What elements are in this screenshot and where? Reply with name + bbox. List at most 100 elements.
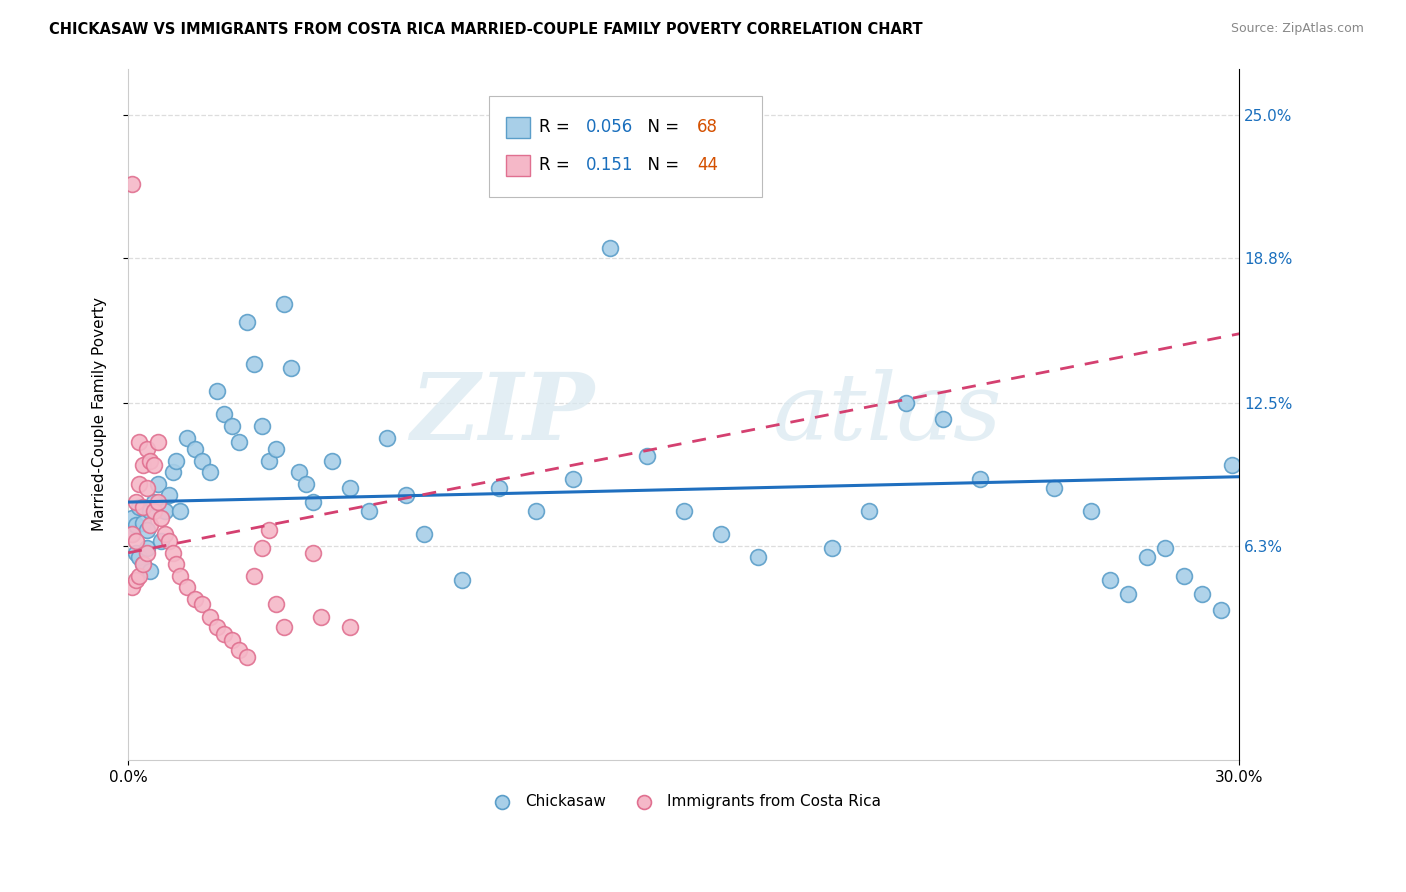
Point <box>636 449 658 463</box>
Point <box>139 518 162 533</box>
Text: 44: 44 <box>697 156 718 174</box>
Point <box>165 453 187 467</box>
Point <box>1220 458 1243 473</box>
Point <box>413 527 436 541</box>
Point <box>198 465 221 479</box>
Point <box>124 574 146 588</box>
Point <box>146 435 169 450</box>
Point <box>295 476 318 491</box>
Point <box>153 527 176 541</box>
Point <box>321 453 343 467</box>
Text: 68: 68 <box>697 119 718 136</box>
Point <box>1154 541 1177 556</box>
Point <box>221 633 243 648</box>
Point <box>184 591 207 606</box>
Point <box>132 458 155 473</box>
Point <box>128 550 150 565</box>
Point <box>228 435 250 450</box>
Point <box>672 504 695 518</box>
Point <box>135 442 157 456</box>
Point <box>821 541 844 556</box>
Bar <box>506 155 530 176</box>
Point <box>214 408 236 422</box>
Point <box>1098 574 1121 588</box>
Text: Source: ZipAtlas.com: Source: ZipAtlas.com <box>1230 22 1364 36</box>
Point <box>257 453 280 467</box>
Text: 0.151: 0.151 <box>586 156 634 174</box>
Point <box>128 500 150 514</box>
Point <box>280 361 302 376</box>
Point <box>235 315 257 329</box>
Point <box>1209 603 1232 617</box>
Point <box>339 619 361 633</box>
Point <box>121 527 143 541</box>
Point <box>273 619 295 633</box>
Point <box>250 541 273 556</box>
Point <box>488 481 510 495</box>
Point <box>139 453 162 467</box>
Point <box>143 458 166 473</box>
Point <box>121 581 143 595</box>
Point <box>932 412 955 426</box>
FancyBboxPatch shape <box>489 96 762 196</box>
Point <box>302 546 325 560</box>
Legend: Chickasaw, Immigrants from Costa Rica: Chickasaw, Immigrants from Costa Rica <box>481 788 887 815</box>
Point <box>121 511 143 525</box>
Point <box>243 569 266 583</box>
Point <box>214 626 236 640</box>
Point <box>339 481 361 495</box>
Point <box>157 534 180 549</box>
Point <box>599 241 621 255</box>
Point <box>135 541 157 556</box>
Point <box>169 569 191 583</box>
Point <box>132 516 155 530</box>
Point <box>1173 569 1195 583</box>
Point <box>139 504 162 518</box>
Bar <box>506 117 530 137</box>
Point <box>1136 550 1159 565</box>
Text: R =: R = <box>540 119 575 136</box>
Point <box>228 642 250 657</box>
Point <box>287 465 309 479</box>
Point <box>162 465 184 479</box>
Point <box>243 357 266 371</box>
Point <box>561 472 583 486</box>
Point <box>143 504 166 518</box>
Point <box>157 488 180 502</box>
Point <box>377 430 399 444</box>
Point <box>135 523 157 537</box>
Point <box>266 597 288 611</box>
Point <box>266 442 288 456</box>
Point <box>221 419 243 434</box>
Text: R =: R = <box>540 156 575 174</box>
Point <box>135 546 157 560</box>
Point <box>124 495 146 509</box>
Point <box>128 435 150 450</box>
Point <box>184 442 207 456</box>
Point <box>1043 481 1066 495</box>
Point <box>176 581 198 595</box>
Point <box>747 550 769 565</box>
Point <box>128 569 150 583</box>
Point <box>132 558 155 572</box>
Point <box>150 534 173 549</box>
Point <box>191 597 214 611</box>
Point <box>169 504 191 518</box>
Y-axis label: Married-Couple Family Poverty: Married-Couple Family Poverty <box>93 297 107 532</box>
Text: 0.056: 0.056 <box>586 119 633 136</box>
Point <box>121 527 143 541</box>
Point <box>162 546 184 560</box>
Point <box>710 527 733 541</box>
Point <box>205 384 228 399</box>
Point <box>1116 587 1139 601</box>
Point <box>153 504 176 518</box>
Point <box>1080 504 1102 518</box>
Point <box>395 488 418 502</box>
Point <box>524 504 547 518</box>
Point <box>124 546 146 560</box>
Point <box>124 518 146 533</box>
Point <box>191 453 214 467</box>
Point <box>146 495 169 509</box>
Point <box>198 610 221 624</box>
Point <box>150 511 173 525</box>
